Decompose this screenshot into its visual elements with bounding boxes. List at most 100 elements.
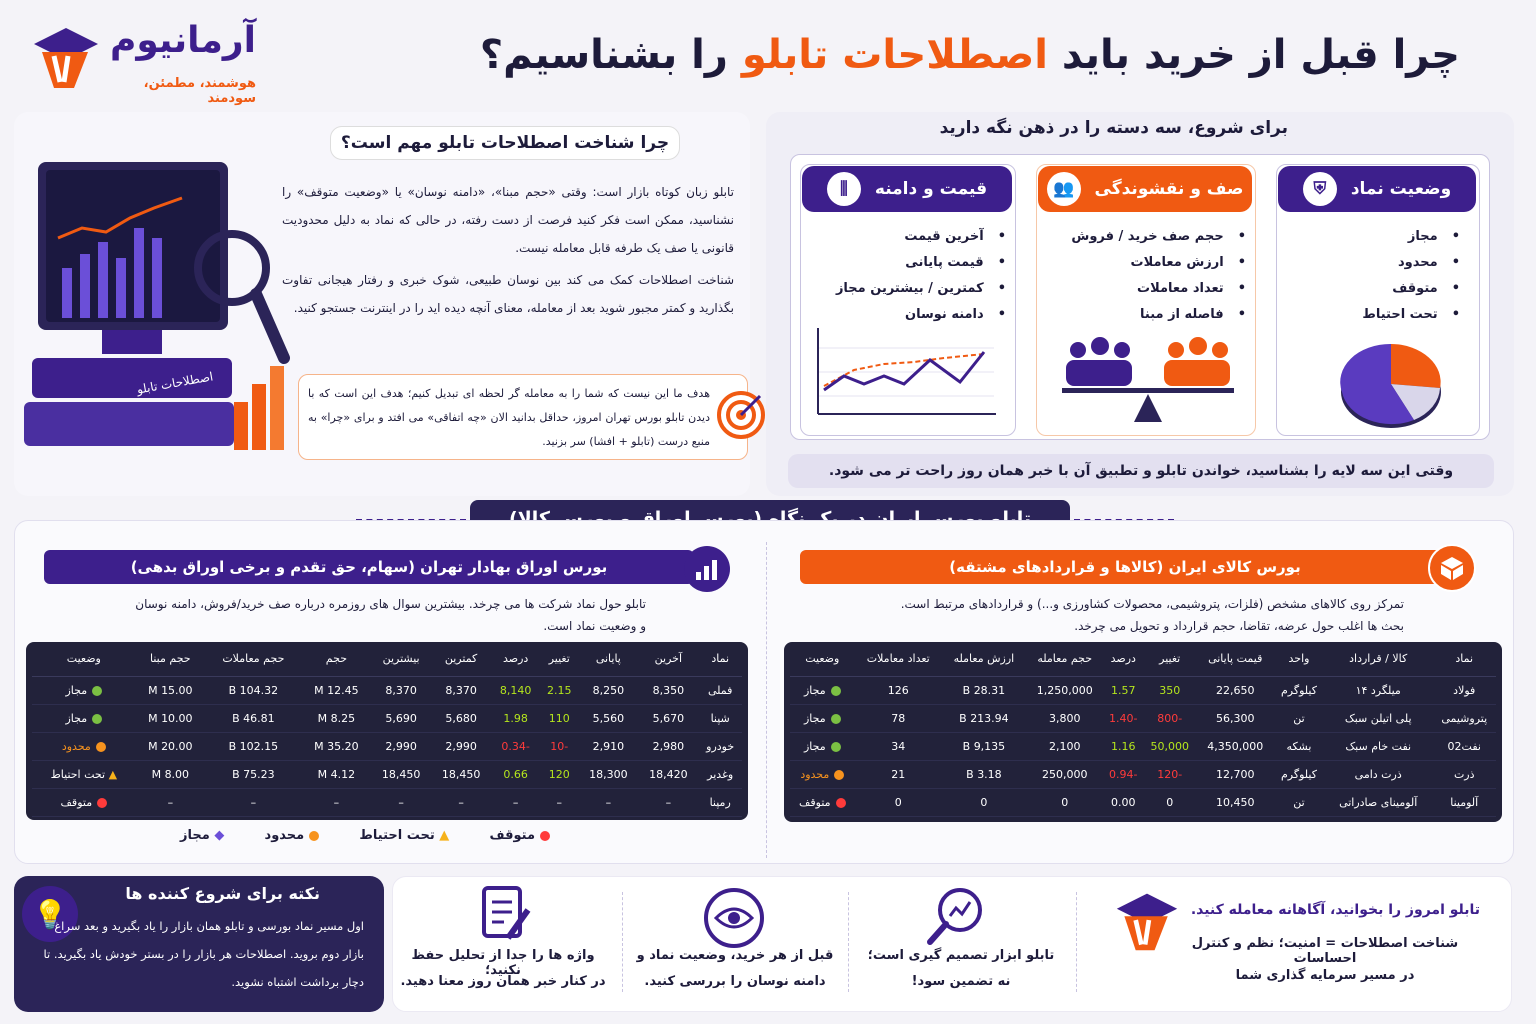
table-cell: 0: [941, 788, 1026, 817]
goal-box: [298, 374, 748, 460]
status-cell: مجاز: [790, 676, 855, 705]
column-header: درصد: [491, 642, 541, 677]
table-cell: 5,670: [638, 704, 699, 733]
table-cell: 35.20 M: [301, 732, 372, 761]
list-item: حجم صف خرید / فروش: [1070, 224, 1246, 250]
column-header: آخرین: [638, 642, 699, 677]
table-cell: 5,560: [578, 704, 639, 733]
table-cell: 28.31 B: [941, 676, 1026, 705]
table-row[interactable]: خودرو 2,980 2,910 -10 -0.34 2,990 2,990 35.20 M…: [32, 732, 742, 761]
status-indicator: [92, 685, 103, 696]
tse-legend: متوقف ▲ تحت احتیاط محدود ◆ مجاز: [180, 828, 550, 843]
table-cell: 50,000: [1143, 732, 1197, 761]
table-cell: 8,370: [431, 676, 492, 705]
list-item: محدود: [1320, 250, 1460, 276]
column-header: واحد: [1274, 642, 1324, 677]
categories-heading: برای شروع، سه دسته را در ذهن نگه دارید: [939, 118, 1288, 138]
status-label: محدود: [61, 739, 91, 753]
table-cell: 78: [854, 704, 942, 733]
table-cell: 1,250,000: [1025, 676, 1104, 705]
status-label: متوقف: [799, 795, 831, 809]
closing-line-2: شناخت اصطلاحات = امنیت؛ نظم و کنترل احسا…: [1191, 936, 1459, 966]
table-cell: 350: [1143, 676, 1197, 705]
table-cell: میلگرد ۱۴: [1323, 676, 1433, 705]
title-part2: را بشناسیم؟: [479, 32, 728, 78]
status-indicator: [835, 797, 846, 808]
box-icon: [1428, 544, 1476, 592]
ime-desc-1: تمرکز روی کالاهای مشخص (فلزات، پتروشیمی،…: [900, 597, 1404, 611]
candlestick-icon: ⫼: [826, 172, 861, 206]
table-cell: آلومینا: [1432, 788, 1496, 817]
table-cell: 22,650: [1196, 676, 1275, 705]
list-item: تعداد معاملات: [1070, 276, 1246, 302]
table-cell: 213.94 B: [941, 704, 1026, 733]
tip-panel: [14, 876, 384, 1012]
tse-desc-1: تابلو حول نماد شرکت ها می چرخد. بیشترین …: [135, 597, 646, 611]
table-cell: فملی: [698, 676, 742, 705]
goal-text: هدف ما این نیست که شما را به معامله گر ل…: [308, 387, 710, 448]
table-cell: –: [371, 788, 432, 817]
table-cell: آلومینای صادراتی: [1323, 788, 1433, 817]
table-cell: 2,980: [638, 732, 699, 761]
table-cell: 12.45 M: [301, 676, 372, 705]
closing-line-1: تابلو امروز را بخوانید، آگاهانه معامله ک…: [1190, 902, 1480, 918]
ime-table: نماد کالا / قرارداد واحد قیمت پایانی تغییر در…: [784, 642, 1502, 822]
column-header: بیشترین: [371, 642, 432, 677]
tips-divider-2: [848, 892, 849, 992]
document-pen-icon: [480, 884, 536, 944]
table-cell: –: [135, 788, 205, 817]
table-cell: تن: [1274, 788, 1324, 817]
table-cell: شپنا: [698, 704, 742, 733]
table-row[interactable]: پتروشیمی پلی اتیلن سبک تن 56,300 -800 -1.40 3,…: [790, 704, 1496, 733]
table-cell: -0.34: [491, 732, 541, 761]
status-cell: مجاز: [32, 676, 136, 705]
table-row[interactable]: فملی 8,350 8,250 2.15 8,140 8,370 8,370 12.45 M…: [32, 676, 742, 705]
line-chart-icon: [814, 328, 998, 424]
column-header: وضعیت: [790, 642, 855, 677]
magnifier-chart-icon: [926, 884, 988, 946]
why-paragraph-1: تابلو زبان کوتاه بازار است: وقتی «حجم مب…: [282, 185, 734, 255]
table-cell: 120: [540, 760, 579, 789]
column-header: تغییر: [1143, 642, 1197, 677]
ime-desc-2: بحث ها اغلب حول عرضه، تقاضا، حجم قرارداد…: [1074, 619, 1404, 633]
lightbulb-icon: 💡: [22, 886, 78, 942]
table-cell: 18,450: [371, 760, 432, 789]
status-cell: مجاز: [32, 704, 136, 733]
table-cell: 0.00: [1103, 788, 1144, 817]
table-row[interactable]: آلومینا آلومینای صادراتی تن 10,450 0 0.00 0 0 0 م…: [790, 788, 1496, 817]
table-cell: 250,000: [1025, 760, 1104, 789]
table-cell: –: [204, 788, 302, 817]
table-cell: وغدیر: [698, 760, 742, 789]
status-indicator: [95, 741, 106, 752]
table-cell: -800: [1143, 704, 1197, 733]
people-icon: 👥: [1046, 172, 1081, 206]
status-indicator: [830, 685, 841, 696]
table-cell: نفت02: [1432, 732, 1496, 761]
status-label: مجاز: [65, 683, 88, 697]
legend-limited: محدود: [265, 828, 320, 843]
table-cell: 102.15 B: [204, 732, 302, 761]
table-row[interactable]: شپنا 5,670 5,560 110 1.98 5,680 5,690 8.25 M 46.…: [32, 704, 742, 733]
table-cell: کیلوگرم: [1274, 676, 1324, 705]
table-cell: 18,450: [431, 760, 492, 789]
table-cell: 18,300: [578, 760, 639, 789]
tips-divider-1: [622, 892, 623, 992]
why-paragraph-2: شناخت اصطلاحات کمک می کند بین نوسان طبیع…: [282, 273, 734, 315]
boards-divider: [766, 542, 767, 858]
table-cell: 34: [854, 732, 942, 761]
table-row[interactable]: رمپنا – – – – – – – – – متوقف: [32, 788, 742, 817]
table-row[interactable]: فولاد میلگرد ۱۴ کیلوگرم 22,650 350 1.57 1,250,…: [790, 676, 1496, 705]
table-row[interactable]: وغدیر 18,420 18,300 120 0.66 18,450 18,450 4.12…: [32, 760, 742, 789]
legend-caution: ▲ تحت احتیاط: [359, 828, 450, 843]
column-header: قیمت پایانی: [1196, 642, 1275, 677]
status-cell: ▲ تحت احتیاط: [32, 760, 136, 789]
table-row[interactable]: نفت02 نفت خام سبک بشکه 4,350,000 50,000 1.16 2…: [790, 732, 1496, 761]
table-row[interactable]: ذرت ذرت دامی کیلوگرم 12,700 -120 -0.94 250,000…: [790, 760, 1496, 789]
table-cell: 4.12 M: [301, 760, 372, 789]
page-title: چرا قبل از خرید باید اصطلاحات تابلو را ب…: [400, 32, 1460, 78]
table-cell: 0: [1025, 788, 1104, 817]
table-cell: 8.00 M: [135, 760, 205, 789]
table-cell: 4,350,000: [1196, 732, 1275, 761]
status-list: مجاز محدود متوقف تحت احتیاط: [1320, 224, 1460, 328]
table-cell: -120: [1143, 760, 1197, 789]
